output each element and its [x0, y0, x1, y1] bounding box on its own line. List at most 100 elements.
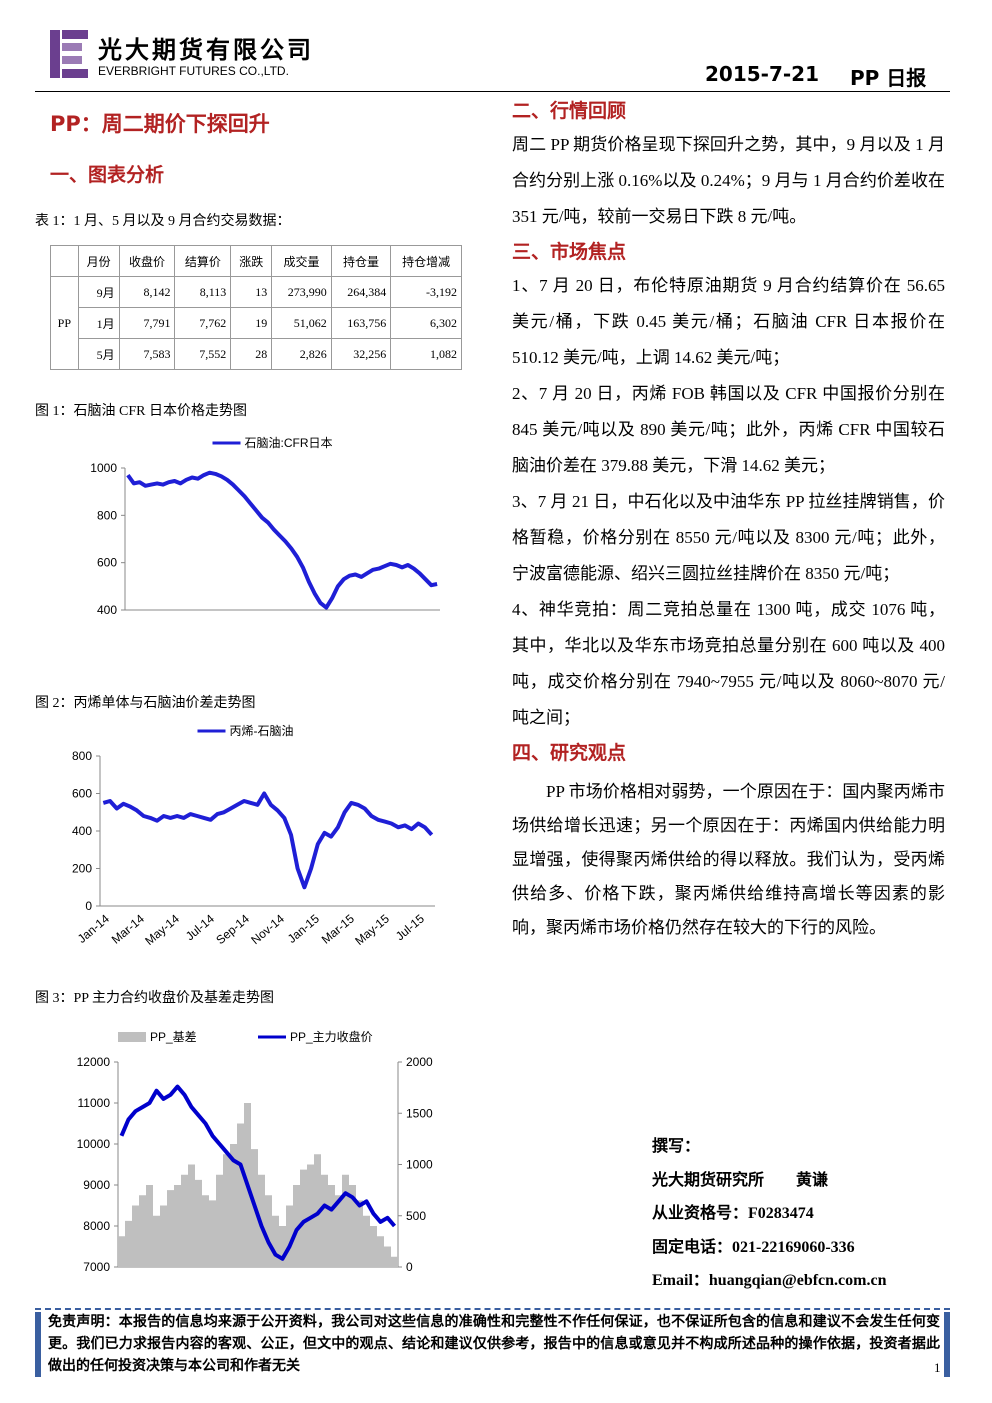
bar — [174, 1185, 181, 1267]
table-cell: 8,142 — [118, 276, 176, 308]
paragraph: 2、7 月 20 日，丙烯 FOB 韩国以及 CFR 中国报价分别在 845 美… — [512, 384, 945, 475]
footer-bar — [944, 1312, 950, 1377]
figure-caption: 图 1：石脑油 CFR 日本价格走势图 — [35, 404, 247, 419]
bar — [139, 1195, 146, 1267]
bar — [293, 1185, 300, 1267]
author-block: 撰写： 光大期货研究所 黄谦 从业资格号：F0283474 固定电话：021-2… — [652, 1130, 886, 1298]
y-tick-label: 8000 — [83, 1219, 110, 1233]
line-series — [102, 791, 434, 890]
bar — [363, 1215, 370, 1267]
figure-caption: 图 2：丙烯单体与石脑油价差走势图 — [35, 696, 256, 711]
section-heading: 三、市场焦点 — [512, 241, 627, 263]
line-series — [126, 470, 438, 610]
x-tick-label: Mar-15 — [319, 911, 357, 946]
bar — [230, 1144, 237, 1267]
x-tick-label: Jul-14 — [183, 911, 217, 943]
x-tick-label: May-15 — [352, 911, 392, 948]
bar — [223, 1154, 230, 1267]
table-cell: 13 — [230, 276, 273, 308]
table-cell: 结算价 — [174, 245, 232, 277]
bar — [335, 1195, 342, 1267]
bar — [265, 1195, 272, 1267]
bar — [356, 1200, 363, 1267]
bar — [391, 1256, 398, 1267]
author-line: 光大期货研究所 黄谦 — [652, 1171, 829, 1189]
y-tick-label: 600 — [72, 787, 92, 801]
y-tick-label: 7000 — [83, 1260, 110, 1274]
legend-swatch — [118, 1032, 146, 1042]
table-cell — [50, 245, 79, 277]
disclaimer: 免责声明：本报告的信息均来源于公开资料，我公司对这些信息的准确性和完整性不作任何… — [48, 1315, 940, 1374]
author-line: Email：huangqian@ebfcn.com.cn — [652, 1272, 887, 1289]
line-series — [119, 1084, 397, 1261]
bar — [125, 1220, 132, 1267]
bar — [272, 1215, 279, 1267]
bar — [216, 1174, 223, 1267]
author-line: 固定电话：021-22169060-336 — [652, 1238, 855, 1256]
table-cell: 7,583 — [118, 338, 176, 370]
table-cell: 163,756 — [330, 307, 392, 339]
bar — [384, 1246, 391, 1267]
bar — [167, 1190, 174, 1267]
bar — [370, 1226, 377, 1267]
table-cell: 6,302 — [390, 307, 462, 339]
x-tick-label: Mar-14 — [109, 911, 147, 946]
paragraph: 4、神华竞拍：周二竞拍总量在 1300 吨，成交 1076 吨，其中，华北以及华… — [512, 600, 945, 727]
bar — [202, 1195, 209, 1267]
right-column: 二、行情回顾 周二 PP 期货价格呈现下探回升之势，其中，9 月以及 1 月合约… — [512, 96, 945, 945]
x-tick-label: Jan-15 — [285, 911, 322, 946]
bar — [132, 1205, 139, 1267]
table-cell: 持仓量 — [330, 245, 392, 277]
chart: 7000 8000 9000 10000 11000 12000 0 500 1000 1500 2… — [77, 1029, 433, 1274]
data-table: 月份 收盘价 结算价 涨跌 成交量 持仓量 持仓增减 PP 9月 8,142 8,113 13 273… — [50, 245, 462, 370]
chart: 400 600 800 1000 石脑油:CFR日本 — [90, 436, 440, 617]
y2-tick-label: 2000 — [406, 1055, 433, 1069]
table-cell: 7,552 — [174, 338, 232, 370]
y-tick-label: 1000 — [90, 461, 117, 475]
bar — [188, 1164, 195, 1267]
table-caption: 表 1：1 月、5 月以及 9 月合约交易数据： — [35, 214, 291, 229]
table-cell: 1月 — [77, 307, 120, 339]
bar — [328, 1185, 335, 1267]
bar — [146, 1185, 153, 1267]
table-cell: 7,762 — [174, 307, 232, 339]
paragraph: 周二 PP 期货价格呈现下探回升之势，其中，9 月以及 1 月合约分别上涨 0.… — [512, 135, 945, 226]
footer-bar — [35, 1312, 41, 1377]
table-cell: 32,256 — [330, 338, 392, 370]
y2-tick-label: 1000 — [406, 1158, 433, 1172]
y-tick-label: 0 — [85, 899, 92, 913]
table-cell: 7,791 — [118, 307, 176, 339]
y-tick-label: 11000 — [78, 1096, 111, 1110]
bar — [195, 1179, 202, 1267]
y-tick-label: 600 — [97, 556, 117, 570]
table-cell: 收盘价 — [118, 245, 176, 277]
paragraph: PP 市场价格相对弱势，一个原因在于：国内聚丙烯市场供给增长迅速；另一个原因在于… — [512, 782, 945, 937]
bar — [300, 1169, 307, 1267]
paragraph: 1、7 月 20 日，布伦特原油期货 9 月合约结算价在 56.65 美元/桶，… — [512, 276, 945, 367]
bar — [279, 1226, 286, 1267]
x-tick-label: Jan-14 — [75, 911, 112, 946]
table-cell: 273,990 — [271, 276, 332, 308]
y-tick-label: 200 — [72, 862, 92, 876]
table-cell: PP — [50, 276, 79, 370]
table-cell: 19 — [230, 307, 273, 339]
y-tick-label: 400 — [72, 824, 92, 838]
x-tick-label: May-14 — [142, 911, 182, 948]
bar — [286, 1205, 293, 1267]
paragraph: 3、7 月 21 日，中石化以及中油华东 PP 拉丝挂牌销售，价格暂稳，价格分别… — [512, 492, 945, 583]
y2-tick-label: 1500 — [406, 1106, 433, 1120]
y-tick-label: 10000 — [77, 1137, 111, 1151]
company-cn: 光大期货有限公司 — [98, 36, 314, 64]
title: PP：周二期价下探回升 — [50, 112, 270, 136]
bar — [118, 1236, 125, 1267]
table-cell: 51,062 — [271, 307, 332, 339]
table-cell: -3,192 — [390, 276, 462, 308]
table-cell: 月份 — [77, 245, 120, 277]
y2-tick-label: 0 — [406, 1260, 413, 1274]
x-tick-label: Jul-15 — [393, 911, 427, 943]
footer-rule — [35, 1308, 950, 1310]
bar — [321, 1174, 328, 1267]
section-heading: 四、研究观点 — [512, 742, 627, 764]
table-cell: 1,082 — [390, 338, 462, 370]
